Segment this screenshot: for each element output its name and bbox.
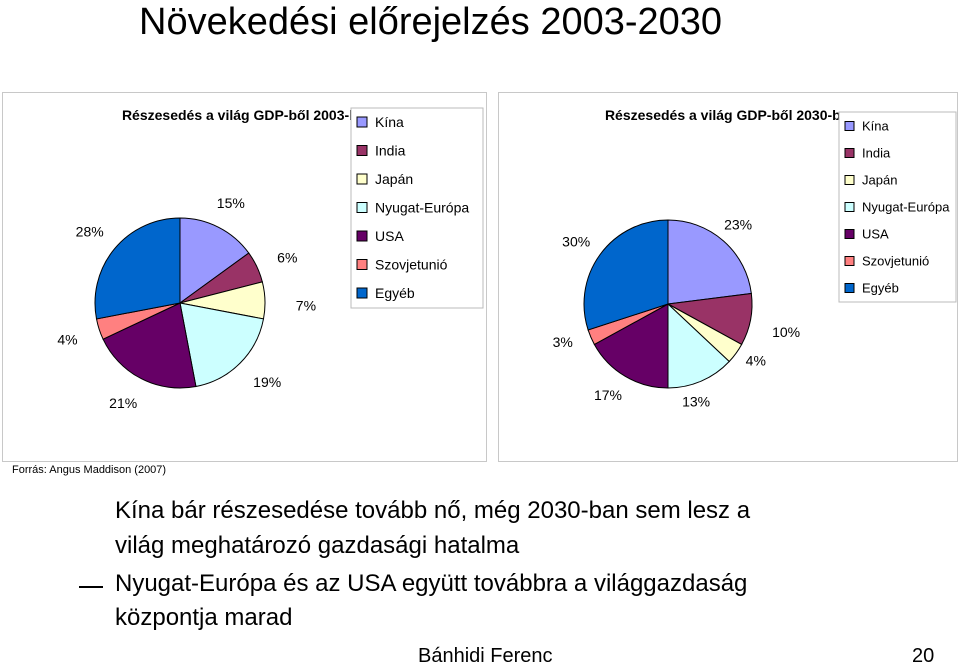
pie-chart-2030: Részesedés a világ GDP-ből 2030-ban 23% 10…: [553, 107, 957, 409]
legend-label: Kína: [862, 119, 890, 134]
legend-box: [350, 107, 484, 309]
chart-title: Részesedés a világ GDP-ből 2003-ban: [122, 107, 374, 123]
slide-title: Növekedési előrejelzés 2003-2030: [139, 1, 723, 43]
author-name: Bánhidi Ferenc: [418, 645, 553, 667]
slice-value-label: 30%: [562, 234, 590, 250]
slice-value-label: 13%: [682, 393, 710, 409]
pie-slice-1: [667, 219, 752, 305]
legend-box: [838, 111, 957, 303]
slice-value-label: 6%: [277, 249, 297, 265]
bullet-1-line-1: Kína bár részesedése tovább nő, még 2030…: [115, 497, 751, 524]
legend-swatch: [844, 229, 855, 239]
legend-swatch: [844, 175, 855, 185]
chart-title: Részesedés a világ GDP-ből 2030-ban: [605, 107, 857, 123]
legend-swatch: [356, 116, 368, 128]
legend-swatch: [356, 287, 368, 299]
legend-swatch: [844, 121, 855, 131]
legend-label: India: [375, 143, 406, 159]
legend-label: Egyéb: [862, 281, 899, 296]
legend-label: USA: [375, 228, 404, 244]
legend-swatch: [844, 256, 855, 266]
legend-swatch: [356, 173, 368, 185]
pie-slice-4: [667, 302, 730, 389]
legend-swatch: [356, 259, 368, 270]
legend-swatch: [356, 145, 368, 156]
pie-slice-4: [179, 302, 265, 388]
pie-slice-7: [583, 219, 669, 331]
pie-slice-1: [179, 217, 250, 304]
legend-swatch: [844, 283, 855, 293]
legend-label: Japán: [862, 173, 897, 188]
legend-swatch: [356, 202, 368, 213]
slice-value-label: 4%: [57, 332, 77, 348]
pie-slice-5: [593, 303, 669, 389]
slice-value-label: 4%: [746, 352, 766, 368]
legend-label: Szovjetunió: [375, 257, 448, 273]
chart-panel-2003: Részesedés a világ GDP-ből 2003-ban 15% 6%…: [2, 92, 487, 462]
slice-value-label: 23%: [724, 217, 752, 233]
legend-label: Nyugat-Európa: [375, 200, 469, 216]
slice-value-label: 3%: [553, 334, 573, 350]
legend-swatch: [356, 230, 368, 242]
legend-label: Nyugat-Európa: [862, 200, 950, 215]
slice-value-label: 21%: [109, 395, 137, 411]
bullet-1-line-2: világ meghatározó gazdasági hatalma: [115, 532, 520, 559]
slice-value-label: 10%: [772, 324, 800, 340]
bullet-dash: [79, 586, 103, 588]
legend-label: India: [862, 146, 891, 161]
pie-slice-5: [102, 302, 197, 389]
legend-swatch: [844, 202, 855, 212]
legend-swatch: [844, 148, 855, 158]
bullet-2-line-2: központja marad: [115, 604, 293, 631]
slice-value-label: 17%: [594, 387, 622, 403]
page-number: 20: [912, 645, 935, 667]
slice-value-label: 19%: [253, 374, 281, 390]
slice-value-label: 15%: [217, 195, 245, 211]
slice-value-label: 7%: [296, 298, 316, 314]
legend-label: Japán: [375, 171, 413, 187]
chart-panel-2030: Részesedés a világ GDP-ből 2030-ban 23% 10…: [498, 92, 958, 462]
legend-label: Egyéb: [375, 285, 415, 301]
pie-slice-7: [94, 217, 181, 320]
bullet-2-line-1: Nyugat-Európa és az USA együtt továbbra …: [115, 570, 748, 597]
legend-label: Szovjetunió: [862, 254, 929, 269]
legend-label: Kína: [375, 114, 404, 130]
pie-chart-2003: Részesedés a világ GDP-ből 2003-ban 15% 6%…: [57, 107, 484, 411]
legend-label: USA: [862, 227, 889, 242]
source-note: Forrás: Angus Maddison (2007): [12, 464, 167, 476]
slice-value-label: 28%: [76, 224, 104, 240]
